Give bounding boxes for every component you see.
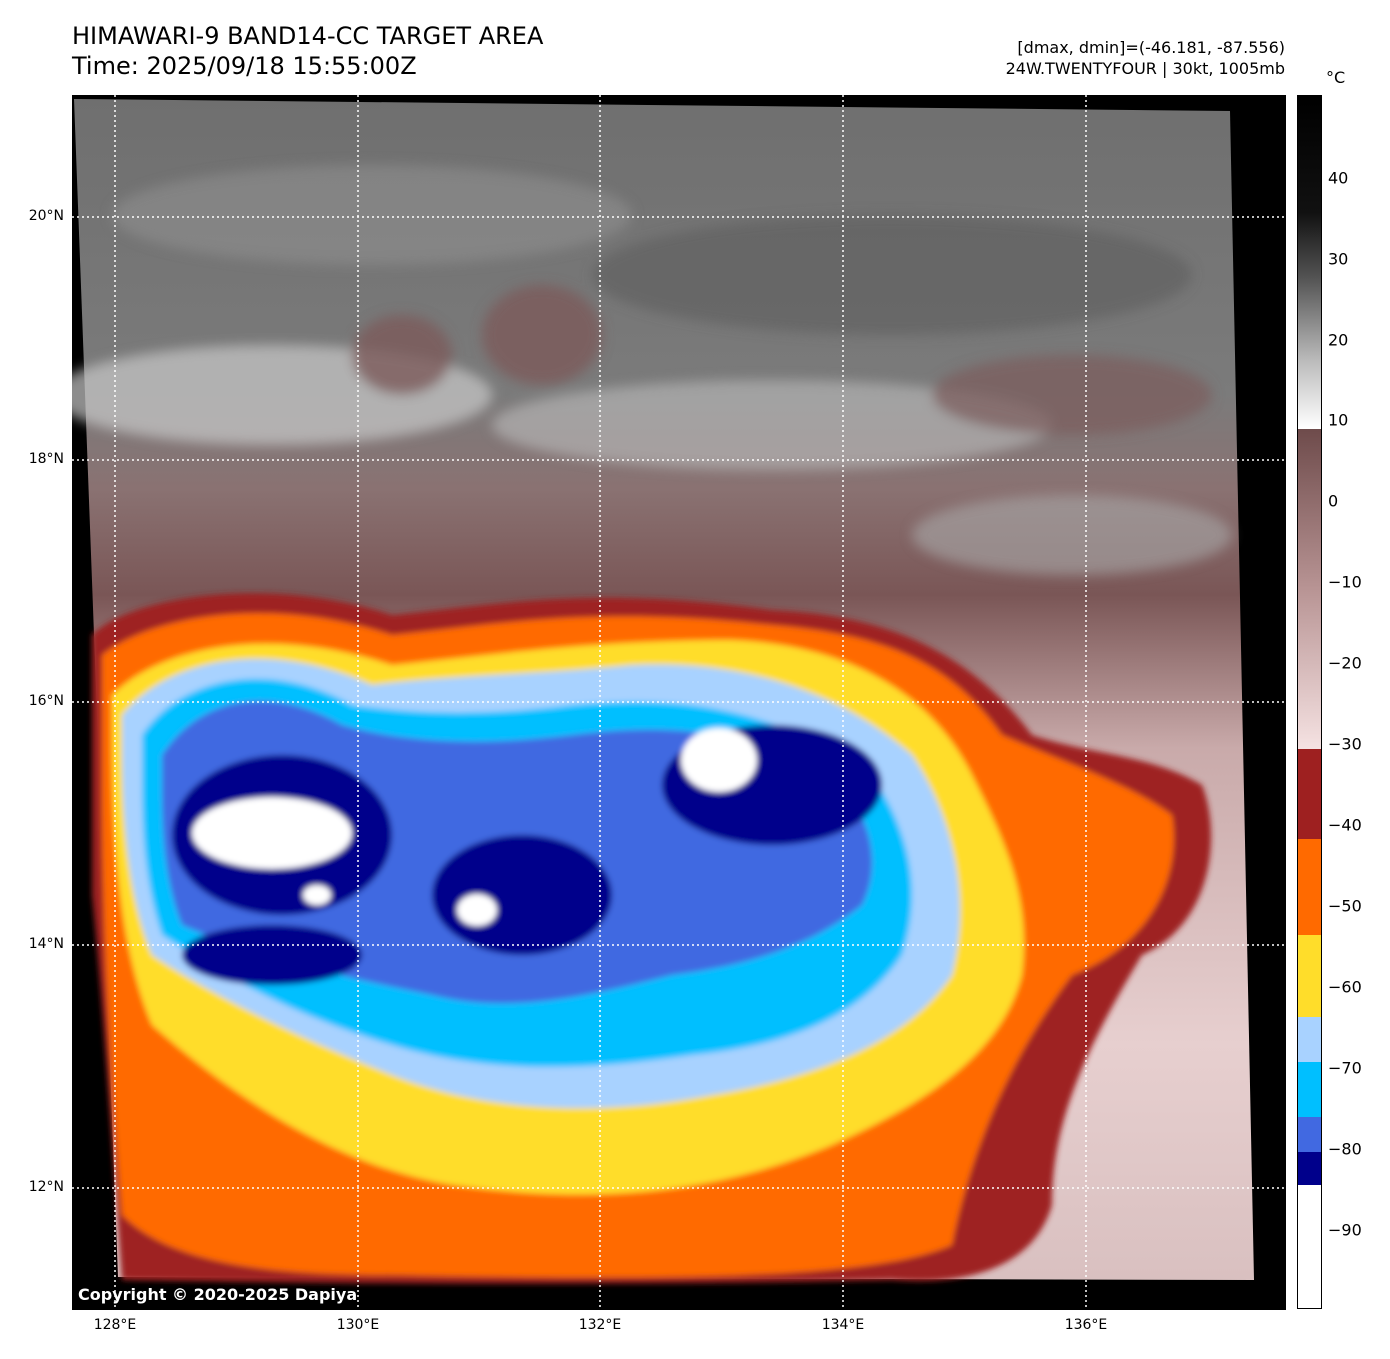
lat-label-20n: 20°N	[28, 208, 64, 224]
colorbar-tick-20: 20	[1328, 330, 1349, 350]
colorbar-tick-10: 10	[1328, 410, 1349, 430]
copyright-notice: Copyright © 2020-2025 Dapiya	[78, 1285, 358, 1304]
cloud-field-gray	[72, 165, 1232, 575]
lon-label-134e: 134°E	[821, 1317, 865, 1333]
colorbar-tick-minus90: −90	[1328, 1220, 1362, 1240]
colorbar	[1297, 95, 1322, 1309]
colorbar-tick-minus70: −70	[1328, 1058, 1362, 1078]
lon-label-136e: 136°E	[1064, 1317, 1108, 1333]
colorbar-unit: °C	[1326, 68, 1346, 87]
colorbar-tick-minus80: −80	[1328, 1139, 1362, 1159]
colorbar-tick-0: 0	[1328, 491, 1339, 511]
lon-label-132e: 132°E	[578, 1317, 622, 1333]
colorbar-tick-minus30: −30	[1328, 734, 1362, 754]
colorbar-scale	[1298, 96, 1321, 1308]
colorbar-tick-40: 40	[1328, 168, 1349, 188]
lon-label-130e: 130°E	[336, 1317, 380, 1333]
lat-label-12n: 12°N	[28, 1179, 64, 1195]
colorbar-tick-minus50: −50	[1328, 896, 1362, 916]
colorbar-tick-minus60: −60	[1328, 977, 1362, 997]
lon-label-128e: 128°E	[93, 1317, 137, 1333]
convective-system	[92, 593, 1212, 1284]
title-line-2: Time: 2025/09/18 15:55:00Z	[72, 52, 417, 80]
satellite-imagery-layer	[72, 95, 1286, 1310]
colorbar-tick-minus10: −10	[1328, 572, 1362, 592]
info-line-1: [dmax, dmin]=(-46.181, -87.556)	[1017, 38, 1285, 57]
lat-label-18n: 18°N	[28, 451, 64, 467]
title-line-1: HIMAWARI-9 BAND14-CC TARGET AREA	[72, 22, 544, 50]
colorbar-tick-minus20: −20	[1328, 653, 1362, 673]
lat-label-14n: 14°N	[28, 936, 64, 952]
lat-label-16n: 16°N	[28, 693, 64, 709]
colorbar-tick-30: 30	[1328, 249, 1349, 269]
satellite-image: Copyright © 2020-2025 Dapiya	[72, 95, 1286, 1310]
graticule	[72, 95, 1286, 1310]
info-line-2: 24W.TWENTYFOUR | 30kt, 1005mb	[1005, 59, 1285, 78]
colorbar-tick-minus40: −40	[1328, 815, 1362, 835]
